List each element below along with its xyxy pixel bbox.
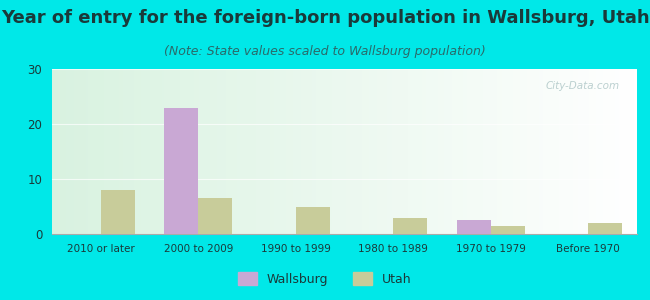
- Bar: [457, 220, 491, 234]
- Text: Year of entry for the foreign-born population in Wallsburg, Utah: Year of entry for the foreign-born popul…: [1, 9, 649, 27]
- Text: (Note: State values scaled to Wallsburg population): (Note: State values scaled to Wallsburg …: [164, 45, 486, 58]
- Bar: [588, 223, 623, 234]
- Text: City-Data.com: City-Data.com: [545, 80, 619, 91]
- Bar: [164, 107, 198, 234]
- Bar: [393, 218, 428, 234]
- Bar: [491, 226, 525, 234]
- Legend: Wallsburg, Utah: Wallsburg, Utah: [233, 267, 417, 291]
- Bar: [296, 206, 330, 234]
- Bar: [101, 190, 135, 234]
- Bar: [198, 198, 233, 234]
